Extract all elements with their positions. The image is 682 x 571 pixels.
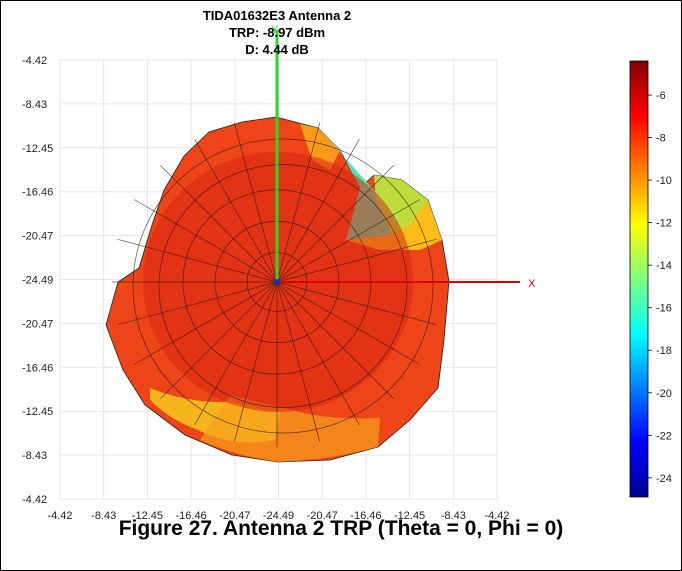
- x-tick-label: -24.49: [263, 510, 294, 522]
- mesh-spoke: [133, 281, 278, 365]
- x-tick-label: -16.46: [350, 510, 381, 522]
- x-axis-marker-label: X: [528, 278, 536, 290]
- mesh-spoke: [276, 281, 360, 426]
- y-tick-label: -20.47: [22, 318, 53, 330]
- y-tick-label: -16.46: [22, 362, 53, 374]
- y-tick-label: -12.45: [22, 406, 53, 418]
- x-tick-label: -20.47: [307, 510, 338, 522]
- x-tick-label: -16.46: [175, 510, 206, 522]
- y-axis-marker-label: Y: [271, 24, 279, 36]
- surface-mesh: [112, 117, 442, 447]
- colorbar: [629, 60, 649, 498]
- mesh-ring: [158, 164, 408, 408]
- mesh-spoke: [117, 281, 278, 326]
- y-tick-label: -8.43: [22, 99, 47, 111]
- mesh-spoke: [160, 165, 278, 283]
- colorbar-tick-label: -20: [656, 388, 672, 400]
- x-tick-label: -8.43: [91, 510, 116, 522]
- mesh-spoke: [276, 281, 421, 365]
- y-tick-label: -4.42: [22, 55, 47, 67]
- mesh-spoke: [194, 281, 278, 426]
- y-axis-ticks: -4.42 -8.43 -12.45 -16.46 -20.47 -24.49 -20.47…: [22, 55, 53, 506]
- x-tick-label: -12.45: [394, 510, 425, 522]
- colorbar-tick-label: -6: [656, 90, 666, 102]
- center-marker: [274, 279, 280, 285]
- y-tick-label: -8.43: [22, 450, 47, 462]
- y-tick-label: -24.49: [22, 275, 53, 287]
- mesh-spoke: [276, 122, 321, 283]
- upper-yellow-strip: [300, 124, 340, 170]
- y-tick-label: -4.42: [22, 494, 47, 506]
- x-tick-label: -20.47: [219, 510, 250, 522]
- mesh-spoke: [233, 122, 278, 283]
- mesh-spoke: [276, 165, 394, 283]
- y-tick-label: -16.46: [22, 187, 53, 199]
- x-axis-ticks: -4.42 -8.43 -12.45 -16.46 -20.47 -24.49 -20.47…: [47, 510, 509, 522]
- chart-subtitle-directivity: D: 4.44 dB: [245, 42, 309, 57]
- colorbar-tick-label: -22: [656, 430, 672, 442]
- x-tick-label: -8.43: [441, 510, 466, 522]
- colorbar-tick-label: -14: [656, 260, 672, 272]
- mesh-spoke: [233, 281, 278, 442]
- mesh-spoke: [133, 199, 278, 283]
- mesh-spoke: [276, 281, 321, 442]
- figure-caption: Figure 27. Antenna 2 TRP (Theta = 0, Phi…: [118, 517, 564, 540]
- y-tick-label: -20.47: [22, 231, 53, 243]
- lower-rim-orange: [200, 395, 380, 462]
- y-tick-label: -12.45: [22, 143, 53, 155]
- mesh-ring: [132, 138, 434, 434]
- mesh-spoke: [276, 238, 437, 283]
- mesh-spoke: [276, 199, 421, 283]
- colorbar-tick-label: -12: [656, 218, 672, 230]
- mesh-spoke: [276, 281, 437, 326]
- colorbar-ticks: -6 -8 -10 -12 -14 -16 -18 -20 -22 -24: [648, 90, 672, 485]
- colorbar-tick-label: -18: [656, 345, 672, 357]
- mesh-spoke: [194, 138, 278, 283]
- x-tick-label: -4.42: [47, 510, 72, 522]
- mesh-spoke: [276, 138, 360, 283]
- colorbar-tick-label: -16: [656, 303, 672, 315]
- colorbar-tick-label: -24: [656, 473, 672, 485]
- mesh-spoke: [160, 281, 278, 399]
- colorbar-tick-label: -8: [656, 133, 666, 145]
- mesh-spoke: [276, 281, 394, 399]
- chart-title: TIDA01632E3 Antenna 2: [203, 8, 351, 23]
- x-tick-label: -4.42: [484, 510, 509, 522]
- mesh-spoke: [117, 238, 278, 283]
- chart-subtitle-trp: TRP: -8.97 dBm: [229, 25, 325, 40]
- x-tick-label: -12.45: [132, 510, 163, 522]
- colorbar-tick-label: -10: [656, 175, 672, 187]
